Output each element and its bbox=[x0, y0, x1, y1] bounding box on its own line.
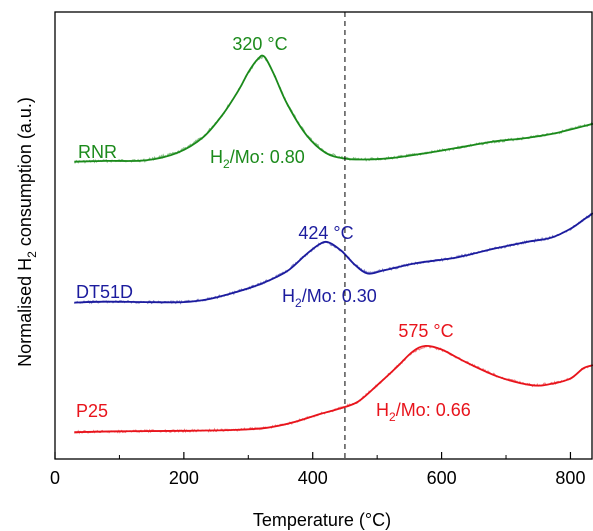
ratio-sub-rnr: 2 bbox=[223, 157, 230, 171]
y-axis-title-tail: consumption (a.u.) bbox=[15, 97, 35, 251]
series-layer bbox=[73, 54, 593, 435]
ratio-label-dt51d: H2/Mo: 0.30 bbox=[282, 286, 377, 310]
ratio-main-p25: H bbox=[376, 400, 389, 420]
peak-label-p25: 575 °C bbox=[398, 321, 453, 341]
ratio-main-rnr: H bbox=[210, 147, 223, 167]
ratio-label-p25: H2/Mo: 0.66 bbox=[376, 400, 471, 424]
x-tick-label: 400 bbox=[298, 468, 328, 488]
peak-label-rnr: 320 °C bbox=[232, 34, 287, 54]
y-axis-title: Normalised H2 consumption (a.u.) bbox=[15, 97, 39, 367]
ratio-sub-p25: 2 bbox=[389, 410, 396, 424]
series-line-p25 bbox=[74, 344, 593, 434]
x-tick-label: 200 bbox=[169, 468, 199, 488]
series-noise-p25 bbox=[74, 345, 593, 435]
plot-frame bbox=[54, 11, 593, 460]
series-line-rnr bbox=[74, 54, 593, 163]
x-axis-ticks: 0 200 400 600 800 bbox=[50, 452, 585, 488]
y-axis-title-main: Normalised H bbox=[15, 258, 35, 367]
ratio-tail-dt51d: /Mo: 0.30 bbox=[302, 286, 377, 306]
ratio-label-rnr: H2/Mo: 0.80 bbox=[210, 147, 305, 171]
ratio-main-dt51d: H bbox=[282, 286, 295, 306]
series-label-dt51d: DT51D bbox=[76, 282, 133, 302]
series-noise-dt51d bbox=[73, 212, 593, 305]
x-tick-label: 0 bbox=[50, 468, 60, 488]
series-label-rnr: RNR bbox=[78, 142, 117, 162]
series-noise-rnr bbox=[74, 55, 593, 164]
series-label-p25: P25 bbox=[76, 401, 108, 421]
ratio-tail-rnr: /Mo: 0.80 bbox=[230, 147, 305, 167]
ratio-tail-p25: /Mo: 0.66 bbox=[396, 400, 471, 420]
x-axis-title: Temperature (°C) bbox=[253, 510, 391, 530]
peak-label-dt51d: 424 °C bbox=[298, 223, 353, 243]
x-tick-label: 800 bbox=[555, 468, 585, 488]
ratio-sub-dt51d: 2 bbox=[295, 296, 302, 310]
x-tick-label: 600 bbox=[427, 468, 457, 488]
y-axis-title-sub: 2 bbox=[25, 251, 39, 258]
